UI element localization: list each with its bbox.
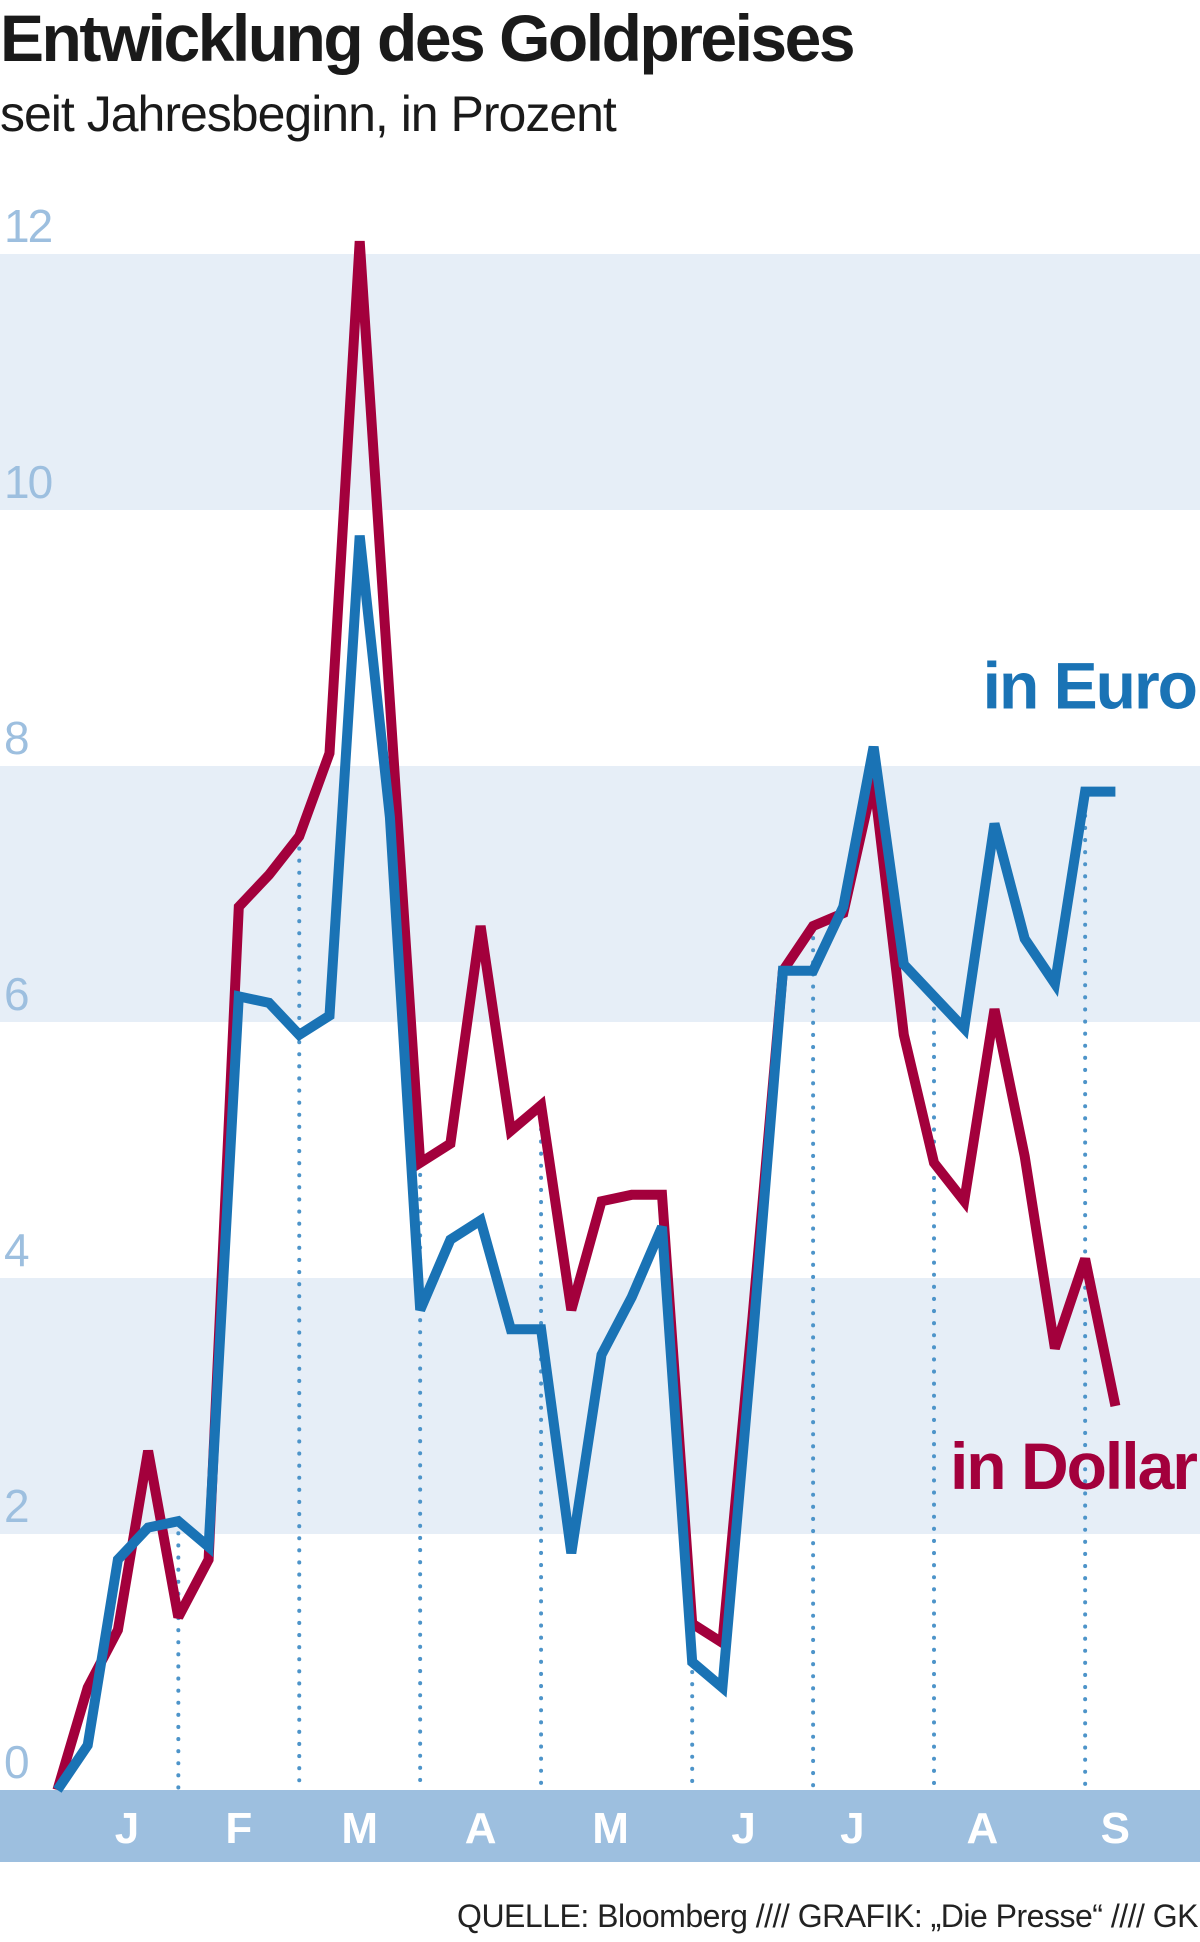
band-2-4 — [0, 1278, 1200, 1534]
month-label-6: J — [840, 1804, 864, 1853]
month-label-7: A — [966, 1804, 998, 1853]
month-label-0: J — [115, 1804, 139, 1853]
series-label-dollar: in Dollar — [950, 1429, 1197, 1503]
chart-subtitle: seit Jahresbeginn, in Prozent — [0, 86, 617, 142]
series-label-euro: in Euro — [983, 648, 1196, 722]
month-label-1: F — [225, 1804, 252, 1853]
y-tick-6: 6 — [4, 968, 28, 1020]
band-6-8 — [0, 766, 1200, 1022]
gold-price-chart: J F M A M J J A S 0 2 4 6 8 10 12 in Dollar in Euro — [0, 200, 1200, 1862]
series-line-euro — [53, 535, 1116, 1793]
y-axis-ticks: 0 2 4 6 8 10 12 — [4, 200, 54, 1788]
month-label-8: S — [1101, 1804, 1130, 1853]
y-tick-4: 4 — [4, 1224, 29, 1276]
y-tick-10: 10 — [4, 456, 52, 508]
x-axis-bar — [0, 1790, 1200, 1862]
series-lines — [52, 240, 1121, 1793]
y-tick-0: 0 — [4, 1736, 28, 1788]
month-label-4: M — [592, 1804, 629, 1853]
month-gridlines — [176, 789, 1088, 1792]
month-label-5: J — [731, 1804, 755, 1853]
chart-title: Entwicklung des Goldpreises — [0, 1, 856, 75]
series-labels: in Dollar in Euro — [950, 648, 1199, 1503]
y-tick-2: 2 — [4, 1480, 28, 1532]
month-label-3: A — [465, 1804, 497, 1853]
horizontal-bands — [0, 254, 1200, 1534]
source-credit: QUELLE: Bloomberg //// GRAFIK: „Die Pres… — [457, 1898, 1198, 1934]
month-label-2: M — [341, 1804, 378, 1853]
y-tick-12: 12 — [4, 200, 52, 252]
y-tick-8: 8 — [4, 712, 28, 764]
band-10-12 — [0, 254, 1200, 510]
